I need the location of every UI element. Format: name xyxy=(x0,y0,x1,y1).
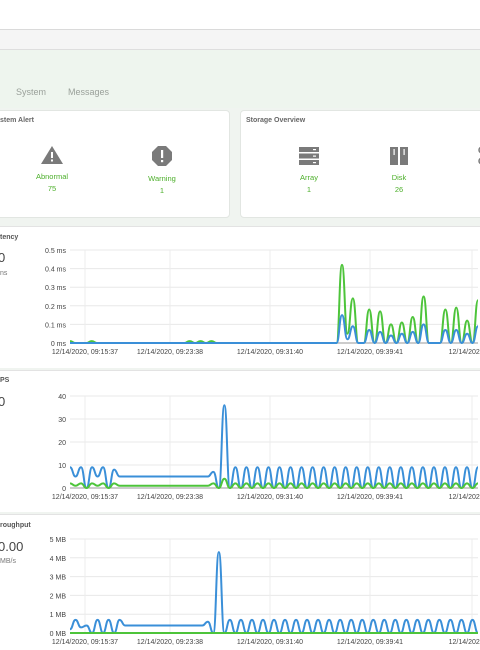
abnormal-value: 75 xyxy=(47,184,57,193)
x-tick-label: 12/14/2020, 09:31:40 xyxy=(237,494,303,501)
latency-title: tency xyxy=(0,234,19,241)
warning-label: Warning xyxy=(148,174,176,183)
system-alert-title: stem Alert xyxy=(0,117,34,124)
browser-top-bar xyxy=(0,0,480,30)
x-tick-label: 12/14/2020, 09 xyxy=(449,639,480,646)
y-tick-label: 10 xyxy=(58,463,66,470)
y-tick-label: 20 xyxy=(58,440,66,447)
x-tick-label: 12/14/2020, 09 xyxy=(449,494,480,501)
server-stack-icon xyxy=(299,147,319,165)
y-tick-label: 0.1 ms xyxy=(45,322,67,329)
x-tick-label: 12/14/2020, 09:15:37 xyxy=(52,494,118,501)
disk-icon xyxy=(390,147,408,165)
y-tick-label: 0 ms xyxy=(51,341,67,348)
x-tick-label: 12/14/2020, 09:23:38 xyxy=(137,349,203,356)
y-tick-label: 3 MB xyxy=(50,575,67,582)
y-tick-label: 0.4 ms xyxy=(45,267,67,274)
warning-triangle-icon xyxy=(41,146,63,164)
y-tick-label: 0.3 ms xyxy=(45,285,67,292)
storage-overview-card xyxy=(240,110,480,218)
x-tick-label: 12/14/2020, 09:15:37 xyxy=(52,349,118,356)
array-label: Array xyxy=(300,173,318,182)
latency-unit: ns xyxy=(0,270,8,277)
y-tick-label: 0 xyxy=(62,486,66,493)
iops-value: 0 xyxy=(0,394,6,409)
x-tick-label: 12/14/2020, 09:31:40 xyxy=(237,349,303,356)
series-line-0 xyxy=(69,263,479,344)
y-tick-label: 2 MB xyxy=(50,593,67,600)
nav-bar xyxy=(0,50,480,108)
disk-value: 26 xyxy=(394,185,404,194)
x-tick-label: 12/14/2020, 09 xyxy=(449,349,480,356)
series-line-1 xyxy=(69,477,479,489)
x-tick-label: 12/14/2020, 09:23:38 xyxy=(137,494,203,501)
latency-value: 0 xyxy=(0,250,6,265)
throughput-unit: MB/s xyxy=(0,558,16,565)
tab-system[interactable]: System xyxy=(16,87,47,97)
series-line-1 xyxy=(70,314,479,344)
y-tick-label: 4 MB xyxy=(50,556,67,563)
system-alert-card xyxy=(0,110,230,218)
alert-octagon-icon xyxy=(152,146,172,166)
warning-stat[interactable]: Warning 1 xyxy=(122,145,202,197)
warning-value: 1 xyxy=(159,186,165,195)
disk-label: Disk xyxy=(391,173,407,182)
abnormal-stat[interactable]: Abnormal 75 xyxy=(12,145,92,195)
throughput-title: roughput xyxy=(0,522,31,529)
tab-messages[interactable]: Messages xyxy=(68,87,110,97)
browser-address-bar[interactable] xyxy=(0,30,480,50)
x-tick-label: 12/14/2020, 09:31:40 xyxy=(237,639,303,646)
disk-stat[interactable]: Disk 26 xyxy=(359,146,439,196)
array-stat[interactable]: Array 1 xyxy=(269,146,349,196)
latency-chart[interactable]: 0.5 ms0.4 ms0.3 ms0.2 ms0.1 ms0 ms12/14/… xyxy=(0,226,480,368)
x-tick-label: 12/14/2020, 09:15:37 xyxy=(52,639,118,646)
x-tick-label: 12/14/2020, 09:39:41 xyxy=(337,494,403,501)
y-tick-label: 0.5 ms xyxy=(45,248,67,255)
x-tick-label: 12/14/2020, 09:23:38 xyxy=(137,639,203,646)
y-tick-label: 40 xyxy=(58,394,66,401)
y-tick-label: 0 MB xyxy=(50,631,67,638)
series-line-0 xyxy=(69,404,479,489)
iops-title: PS xyxy=(0,377,10,384)
y-tick-label: 0.2 ms xyxy=(45,304,67,311)
y-tick-label: 1 MB xyxy=(50,612,67,619)
array-value: 1 xyxy=(306,185,312,194)
storage-overview-title: Storage Overview xyxy=(246,117,306,124)
x-tick-label: 12/14/2020, 09:39:41 xyxy=(337,639,403,646)
throughput-value: 0.00 xyxy=(0,539,24,554)
y-tick-label: 5 MB xyxy=(50,537,67,544)
partial-icon xyxy=(478,146,480,165)
series-line-0 xyxy=(69,551,479,634)
y-tick-label: 30 xyxy=(58,417,66,424)
x-tick-label: 12/14/2020, 09:39:41 xyxy=(337,349,403,356)
abnormal-label: Abnormal xyxy=(35,172,69,181)
